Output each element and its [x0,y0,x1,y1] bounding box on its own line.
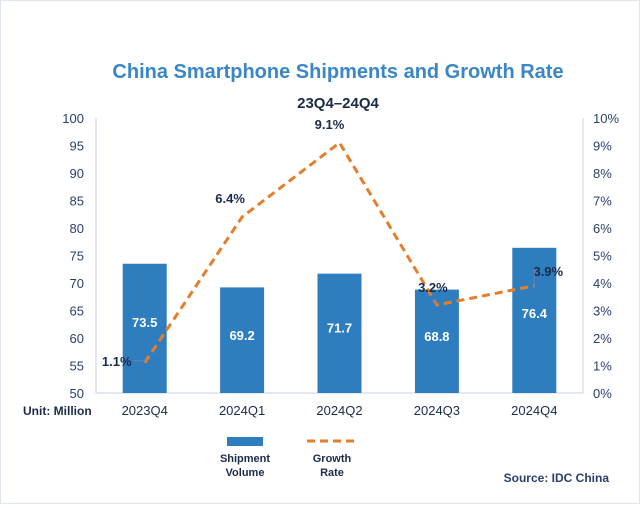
right-tick-label: 1% [593,359,612,374]
right-tick-label: 9% [593,139,612,154]
bar-value-label: 76.4 [522,306,548,321]
left-tick-label: 60 [70,331,84,346]
growth-rate-label: 6.4% [215,191,245,206]
growth-rate-label: 9.1% [315,117,345,132]
left-tick-label: 55 [70,359,84,374]
right-tick-label: 3% [593,304,612,319]
left-tick-label: 70 [70,276,84,291]
legend: Shipment Volume Growth Rate [220,437,357,479]
bar-value-label: 71.7 [327,320,352,335]
left-tick-label: 85 [70,194,84,209]
growth-rate-label: 3.9% [533,264,563,279]
right-tick-label: 10% [593,111,619,126]
category-label: 2023Q4 [122,403,168,418]
left-tick-label: 75 [70,249,84,264]
left-tick-label: 90 [70,166,84,181]
right-tick-label: 6% [593,221,612,236]
category-label: 2024Q4 [511,403,557,418]
legend-bar-swatch [227,437,263,446]
right-tick-label: 0% [593,386,612,401]
left-tick-label: 95 [70,139,84,154]
right-tick-label: 5% [593,249,612,264]
left-tick-label: 100 [62,111,84,126]
legend-bar-label-line1: Shipment [220,453,270,465]
bar-value-label: 69.2 [229,328,254,343]
right-tick-label: 8% [593,166,612,181]
growth-rate-label: 3.2% [418,280,448,295]
legend-bar-label-line2: Volume [226,467,265,479]
right-tick-label: 7% [593,194,612,209]
growth-rate-label: 1.1% [102,354,132,369]
category-label: 2024Q1 [219,403,265,418]
chart-subtitle: 23Q4–24Q4 [297,95,379,112]
left-tick-label: 50 [70,386,84,401]
unit-label: Unit: Million [23,404,92,418]
right-tick-label: 4% [593,276,612,291]
category-label: 2024Q2 [316,403,362,418]
legend-line-label-line1: Growth [313,453,352,465]
right-tick-label: 2% [593,331,612,346]
bar-value-label: 68.8 [424,329,449,344]
left-tick-label: 80 [70,221,84,236]
source-label: Source: IDC China [504,471,610,485]
bar-value-label: 73.5 [132,315,157,330]
category-label: 2024Q3 [414,403,460,418]
left-tick-label: 65 [70,304,84,319]
plot-area: 50 55 60 65 70 75 80 85 90 95 100 0% 1% 2% 3% 4% 5% 6% 7% 8… [62,111,619,418]
legend-line-label-line2: Rate [320,467,344,479]
chart-title: China Smartphone Shipments and Growth Ra… [112,61,563,83]
